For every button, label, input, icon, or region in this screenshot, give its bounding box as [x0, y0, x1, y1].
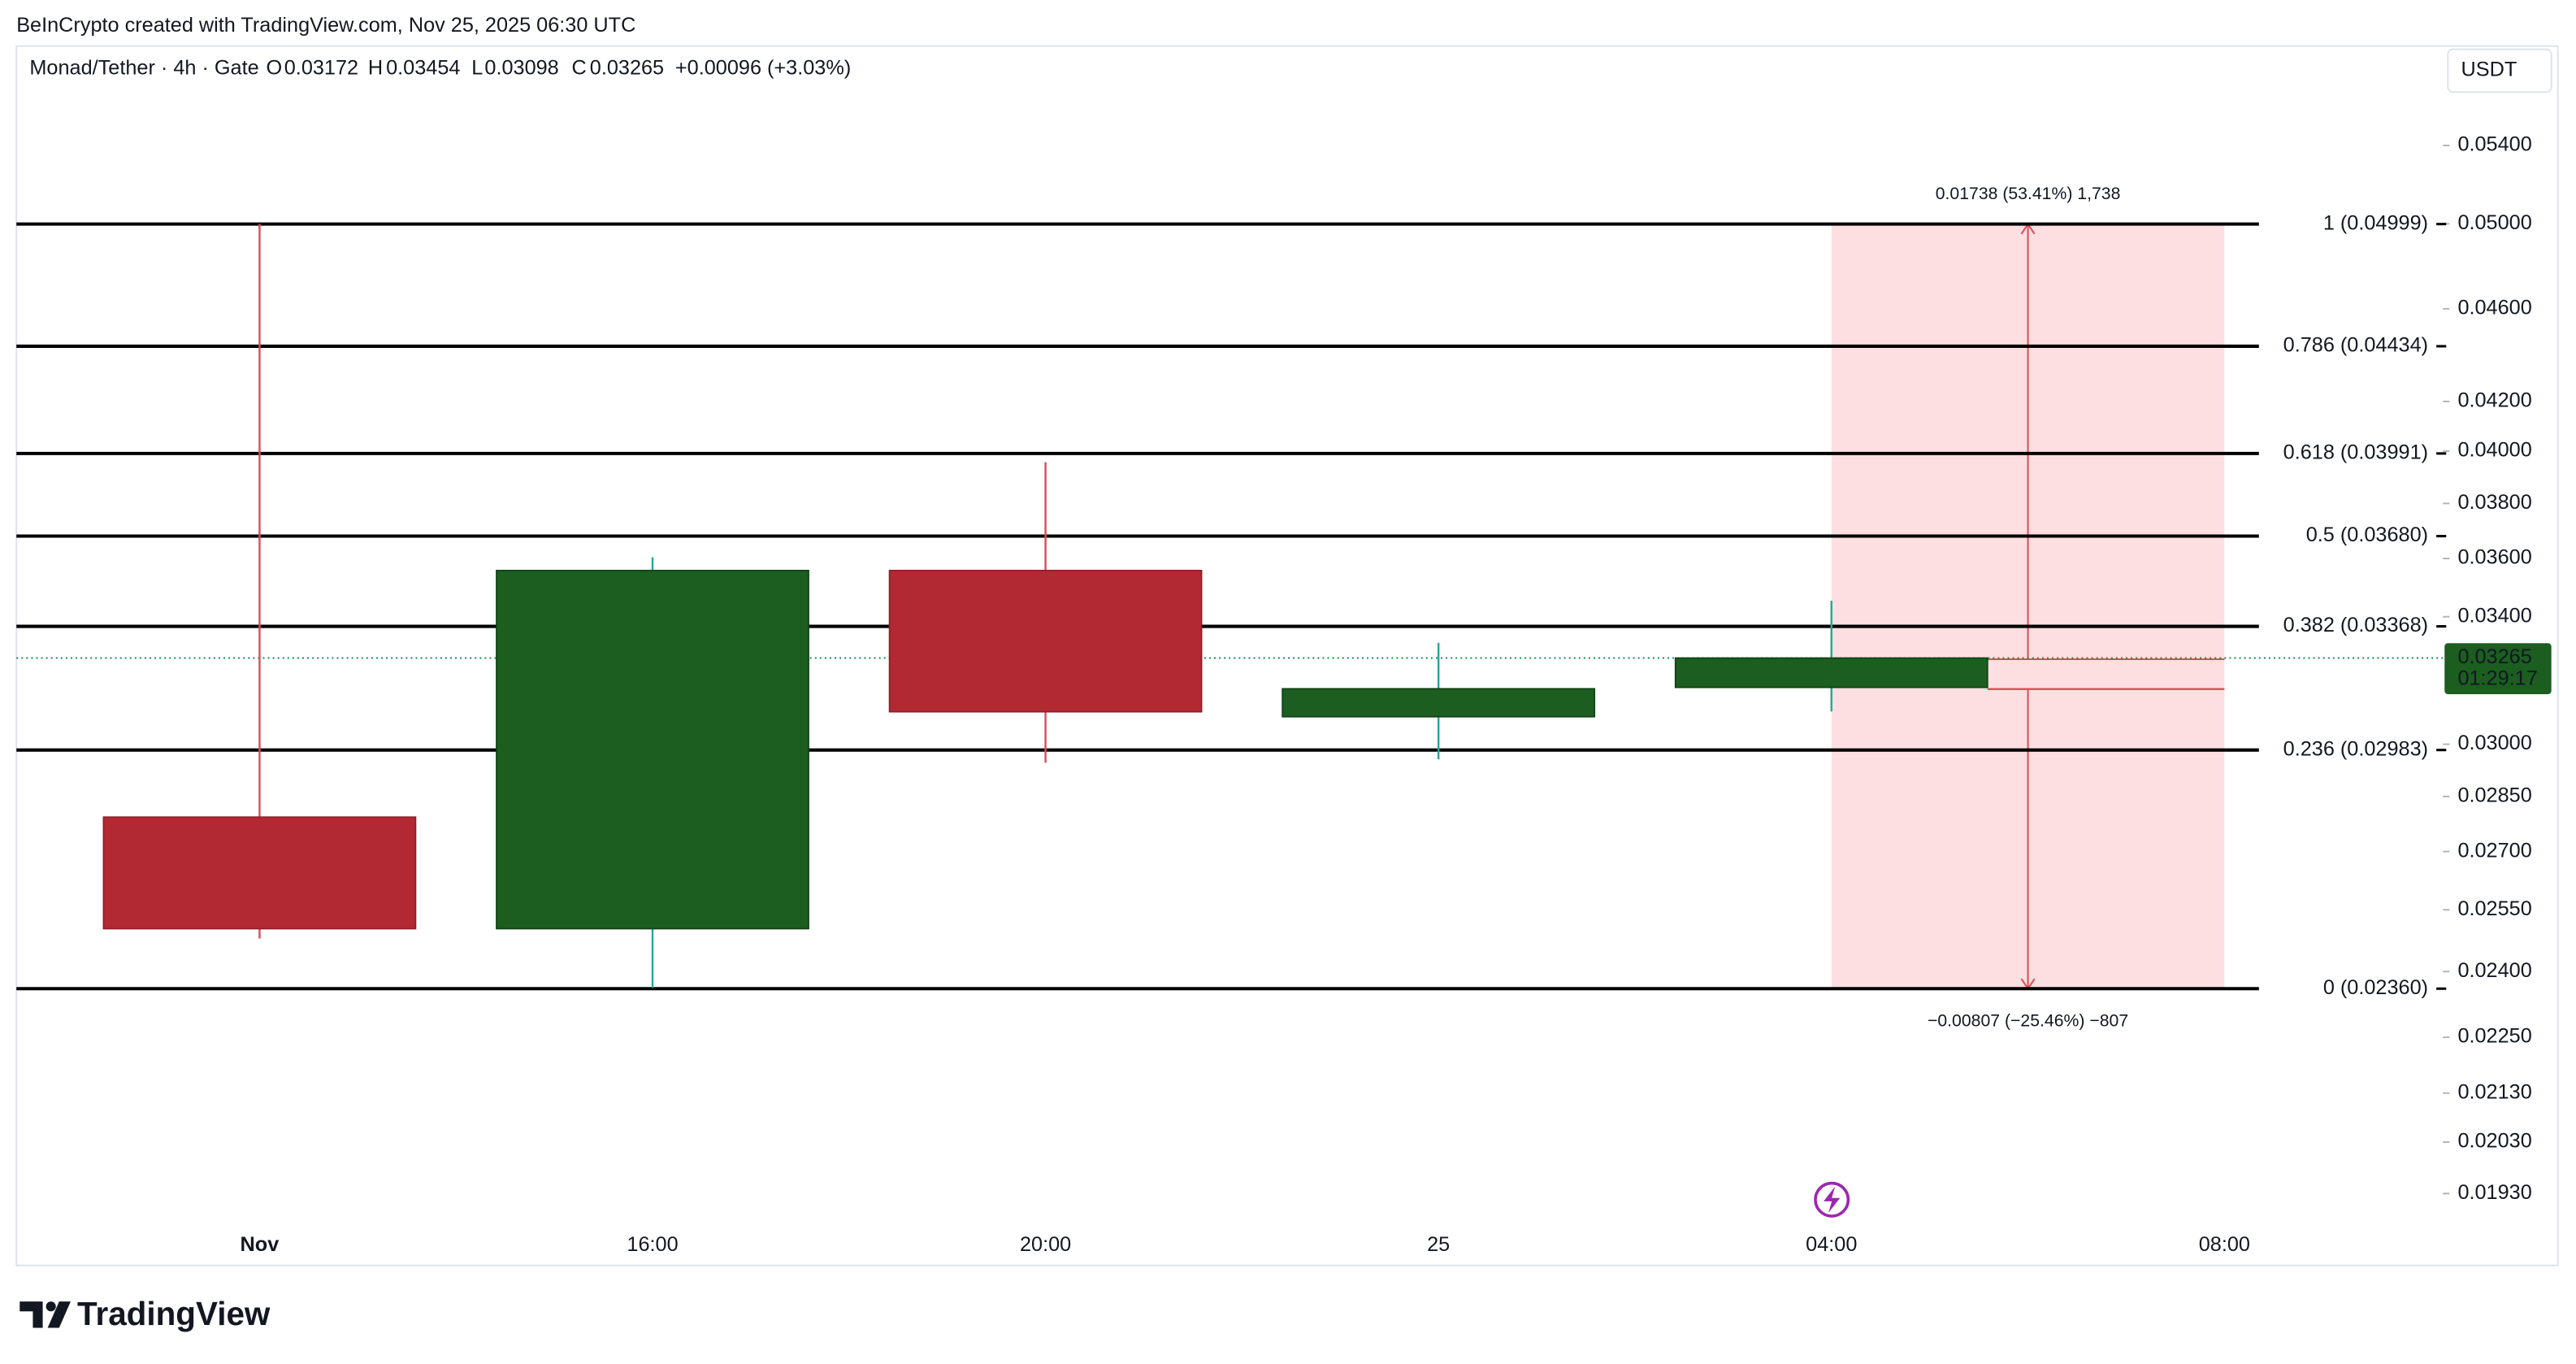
y-tick-label: 0.03800	[2457, 491, 2531, 514]
candle-body	[1281, 688, 1596, 718]
y-tick-label: 0.02400	[2457, 959, 2531, 982]
x-tick-label: 20:00	[1020, 1233, 1071, 1256]
y-tick-label: 0.04200	[2457, 389, 2531, 412]
candle-body	[888, 569, 1203, 713]
x-tick-label: 25	[1427, 1233, 1450, 1256]
legend-value: 0.03265	[590, 57, 664, 80]
lightning-icon[interactable]	[1814, 1181, 1850, 1218]
fib-label: 0.382 (0.03368)	[2283, 614, 2428, 636]
range-lower-label: −0.00807 (−25.46%) −807	[1928, 1011, 2128, 1030]
candle-body	[496, 569, 809, 930]
header: BeInCrypto created with TradingView.com,…	[16, 14, 635, 37]
candle-body	[1674, 657, 1988, 689]
x-tick-label: 04:00	[1806, 1233, 1857, 1256]
fib-label: 0.786 (0.04434)	[2283, 334, 2428, 357]
fib-label: 0.5 (0.03680)	[2306, 523, 2428, 546]
y-tick-label: 0.03600	[2457, 546, 2531, 569]
x-tick-label: 16:00	[627, 1233, 678, 1256]
y-tick-label: 0.01930	[2457, 1181, 2531, 1204]
fib-label: 0.236 (0.02983)	[2283, 737, 2428, 760]
fib-label: 1 (0.04999)	[2323, 211, 2428, 234]
last-price-label: 0.03265	[2457, 645, 2531, 668]
legend-change: +0.00096 (+3.03%)	[675, 57, 851, 80]
candle-body	[102, 816, 417, 930]
y-tick-label: 0.05000	[2457, 211, 2531, 234]
legend-value: 0.03454	[386, 57, 460, 80]
legend-key: L	[471, 57, 483, 80]
chart-frame	[15, 45, 2559, 1266]
footer-brand: TradingView	[77, 1295, 271, 1332]
last-price-box	[2444, 643, 2552, 694]
fib-label: 0.618 (0.03991)	[2283, 441, 2428, 464]
y-tick-label: 0.03400	[2457, 604, 2531, 627]
tradingview-logo	[20, 1301, 71, 1328]
chart-title: Monad/Tether · 4h · Gate	[29, 57, 258, 80]
legend-value: 0.03172	[284, 57, 358, 80]
x-tick-label: Nov	[241, 1233, 280, 1256]
y-tick-label: 0.03000	[2457, 732, 2531, 754]
y-tick-label: 0.02130	[2457, 1080, 2531, 1103]
y-tick-label: 0.02550	[2457, 897, 2531, 920]
legend-value: 0.03098	[484, 57, 558, 80]
y-tick-label: 0.04600	[2457, 297, 2531, 319]
y-tick-label: 0.02030	[2457, 1130, 2531, 1153]
y-tick-label: 0.04000	[2457, 439, 2531, 462]
range-upper-label: 0.01738 (53.41%) 1,738	[1936, 185, 2121, 203]
countdown-label: 01:29:17	[2457, 667, 2537, 689]
y-tick-label: 0.02850	[2457, 784, 2531, 807]
legend-key: H	[368, 57, 383, 80]
currency-box[interactable]	[2447, 48, 2552, 93]
currency-label[interactable]: USDT	[2461, 59, 2517, 81]
y-tick-label: 0.05400	[2457, 133, 2531, 156]
y-tick-label: 0.02250	[2457, 1025, 2531, 1048]
y-tick-label: 0.02700	[2457, 839, 2531, 862]
legend-key: C	[572, 57, 587, 80]
x-tick-label: 08:00	[2199, 1233, 2250, 1256]
fib-label: 0 (0.02360)	[2323, 976, 2428, 999]
legend-key: O	[267, 57, 283, 80]
